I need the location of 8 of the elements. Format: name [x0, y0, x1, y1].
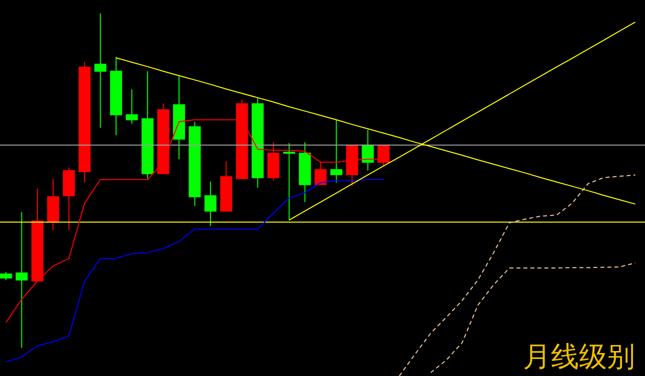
candlestick [283, 142, 296, 221]
candlestick [126, 88, 138, 124]
candlestick [330, 119, 342, 184]
annotation: 月线级别 [523, 340, 635, 373]
candlestick [16, 212, 28, 348]
candlestick [314, 160, 327, 186]
candlestick [94, 12, 106, 128]
candlestick [204, 181, 216, 227]
